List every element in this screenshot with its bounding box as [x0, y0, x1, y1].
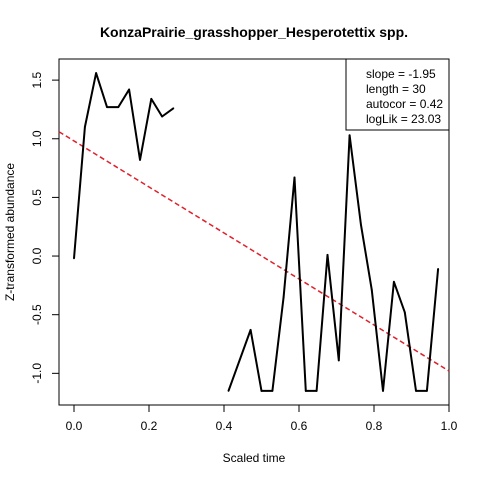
x-tick-label: 0.4: [216, 419, 233, 433]
trend-line: [58, 131, 450, 372]
series-line-segment-1: [73, 72, 174, 259]
plot-frame: [58, 58, 450, 406]
data-point: [304, 390, 307, 392]
data-point: [271, 390, 274, 392]
data-point: [161, 115, 164, 118]
y-tick-label: 0.0: [30, 247, 44, 264]
y-tick-label: 1.0: [30, 130, 44, 147]
data-point: [437, 268, 440, 270]
x-tick-label: 1.0: [441, 419, 458, 433]
y-axis-label: Z-transformed abundance: [3, 163, 17, 301]
data-point: [348, 134, 351, 137]
data-point: [260, 390, 263, 392]
data-point: [150, 97, 153, 100]
data-point: [73, 257, 75, 260]
data-point: [117, 106, 120, 108]
data-point: [282, 296, 285, 298]
data-point: [392, 280, 395, 283]
data-point: [403, 311, 406, 314]
data-point: [370, 289, 373, 291]
x-tick-label: 0.8: [366, 419, 383, 433]
data-point: [106, 106, 108, 108]
data-point: [95, 72, 98, 74]
x-tick-label: 0.0: [66, 419, 83, 433]
legend: slope = -1.95 length = 30 autocor = 0.42…: [345, 58, 450, 131]
x-tick-label: 0.2: [141, 419, 158, 433]
legend-entry-length: length = 30: [366, 82, 426, 96]
y-tick-label: -0.5: [30, 304, 44, 325]
y-tick-label: -1.0: [30, 363, 44, 384]
legend-entry-slope: slope = -1.95: [366, 67, 436, 81]
data-point: [425, 390, 428, 392]
data-point: [326, 253, 329, 256]
y-tick-label: 1.5: [30, 71, 44, 88]
data-point: [415, 390, 417, 392]
data-point: [337, 359, 340, 362]
data-point: [139, 158, 141, 161]
legend-entry-loglik: logLik = 23.03: [366, 112, 441, 126]
data-point: [293, 176, 296, 179]
chart-title: KonzaPrairie_grasshopper_Hesperotettix s…: [100, 24, 408, 40]
legend-entry-autocor: autocor = 0.42: [366, 97, 443, 111]
data-point: [359, 223, 362, 226]
series-layer: [73, 72, 440, 392]
data-point: [382, 390, 384, 392]
data-point: [172, 107, 175, 110]
x-tick-label: 0.6: [291, 419, 308, 433]
data-point: [83, 126, 86, 128]
data-point: [249, 329, 252, 331]
data-point: [128, 88, 131, 91]
legend-box: [345, 58, 450, 131]
data-point: [315, 390, 318, 392]
data-point: [227, 390, 230, 392]
trend-layer: [58, 131, 450, 372]
y-tick-label: 0.5: [30, 189, 44, 206]
y-axis: -1.0 -0.5 0.0 0.5 1.0 1.5: [30, 71, 59, 384]
x-axis: 0.0 0.2 0.4 0.6 0.8 1.0: [66, 405, 458, 433]
x-axis-label: Scaled time: [223, 451, 286, 465]
